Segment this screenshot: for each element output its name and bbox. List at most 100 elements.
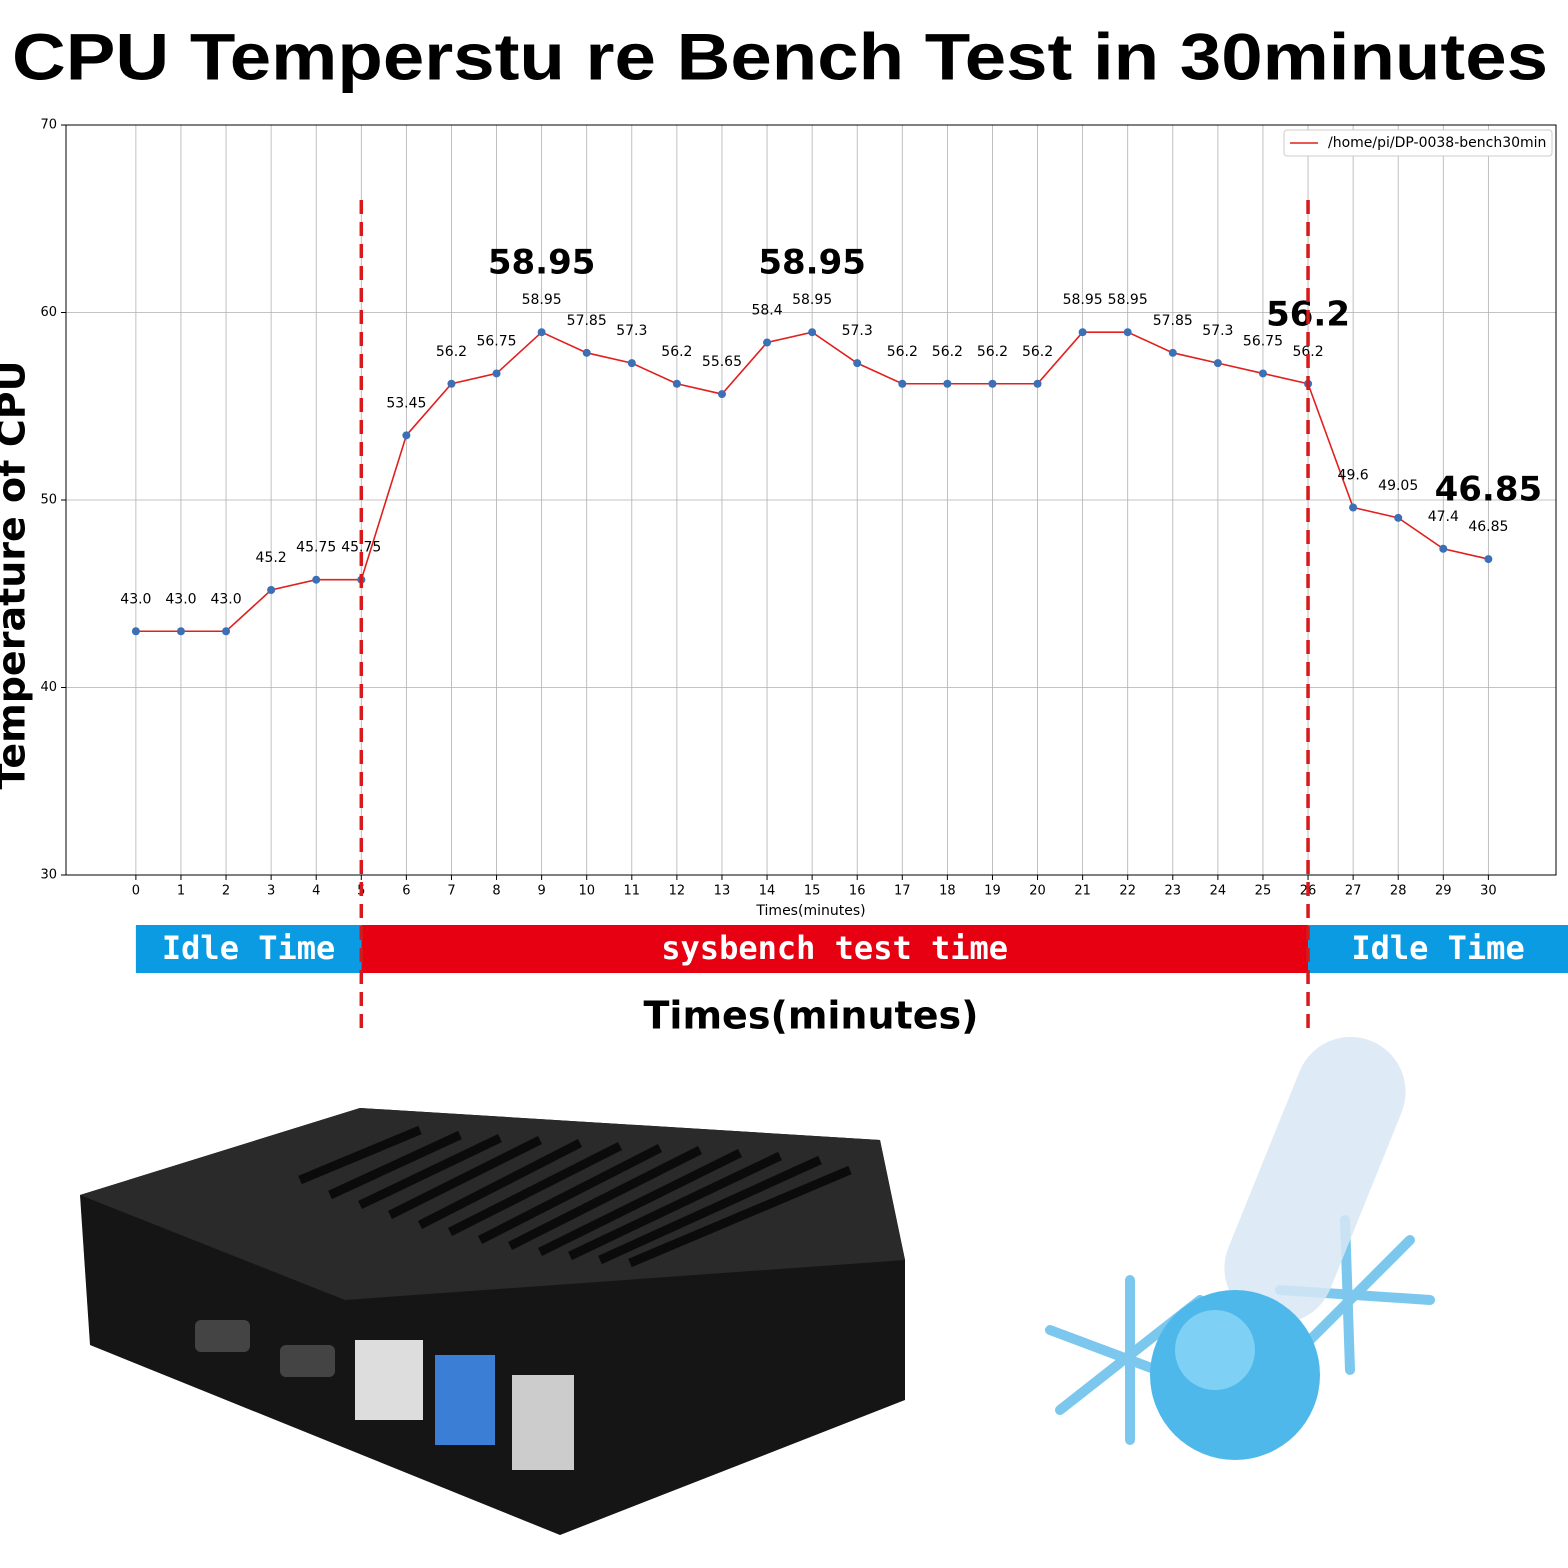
x-tick-label: 4: [312, 884, 320, 899]
data-label: 57.3: [616, 323, 647, 339]
data-label: 57.3: [1202, 323, 1233, 339]
data-point: [988, 379, 997, 388]
legend-label: /home/pi/DP-0038-bench30min: [1328, 135, 1546, 151]
data-point: [537, 328, 546, 337]
x-tick-label: 24: [1210, 884, 1227, 899]
annotation: 58.95: [758, 243, 866, 283]
data-point: [627, 359, 636, 368]
data-label: 55.65: [702, 354, 742, 370]
data-point: [763, 338, 772, 347]
data-point: [1439, 544, 1448, 553]
x-tick-label: 18: [939, 884, 956, 899]
data-label: 57.85: [567, 313, 607, 329]
y-tick-label: 40: [40, 680, 57, 695]
data-label: 43.0: [165, 591, 196, 607]
data-label: 57.3: [842, 323, 873, 339]
phase-band: [135, 925, 362, 973]
data-point: [1258, 369, 1267, 378]
plot-frame: [65, 124, 1557, 876]
data-label: 56.75: [1243, 333, 1283, 349]
data-point: [898, 379, 907, 388]
data-label: 57.85: [1153, 313, 1193, 329]
phase-label: Idle Time: [162, 929, 335, 967]
phase-label: sysbench test time: [661, 929, 1008, 967]
data-label: 43.0: [120, 591, 151, 607]
x-tick-label: 28: [1390, 884, 1407, 899]
data-label: 58.95: [792, 292, 832, 308]
x-tick-label: 17: [894, 884, 911, 899]
data-label: 47.4: [1428, 509, 1459, 525]
data-point: [1394, 513, 1403, 522]
x-tick-label: 3: [267, 884, 275, 899]
x-tick-label: 23: [1165, 884, 1182, 899]
y-axis-label: Temperature of CPU: [0, 360, 34, 789]
data-point: [1123, 328, 1132, 337]
data-point: [1213, 359, 1222, 368]
x-tick-label: 27: [1345, 884, 1362, 899]
data-label: 56.2: [1292, 344, 1323, 360]
data-point: [1484, 555, 1493, 564]
data-point: [1078, 328, 1087, 337]
y-tick-label: 50: [40, 493, 57, 508]
data-point: [447, 379, 456, 388]
data-point: [853, 359, 862, 368]
data-label: 43.0: [210, 591, 241, 607]
data-point: [943, 379, 952, 388]
data-point: [808, 328, 817, 337]
data-label: 45.2: [256, 550, 287, 566]
data-label: 53.45: [386, 395, 426, 411]
data-point: [1033, 379, 1042, 388]
data-label: 58.95: [1063, 292, 1103, 308]
data-point: [402, 431, 411, 440]
data-label: 58.95: [522, 292, 562, 308]
legend-box: [1283, 129, 1553, 157]
x-axis-label-large: Times(minutes): [644, 994, 979, 1038]
annotation: 46.85: [1435, 470, 1543, 510]
data-label: 45.75: [296, 540, 336, 556]
data-point: [312, 575, 321, 584]
x-tick-label: 14: [759, 884, 776, 899]
x-tick-label: 9: [537, 884, 545, 899]
y-tick-label: 30: [40, 868, 57, 883]
x-tick-label: 25: [1255, 884, 1272, 899]
data-label: 56.2: [1022, 344, 1053, 360]
annotation: 58.95: [488, 243, 596, 283]
y-tick-label: 60: [40, 305, 57, 320]
data-label: 45.75: [341, 540, 381, 556]
data-point: [267, 586, 276, 594]
data-point: [176, 627, 185, 636]
x-tick-label: 7: [447, 884, 455, 899]
data-label: 58.4: [751, 303, 782, 319]
phase-label: Idle Time: [1351, 929, 1524, 967]
x-tick-label: 6: [402, 884, 410, 899]
x-tick-label: 1: [177, 884, 185, 899]
data-point: [672, 379, 681, 388]
data-label: 56.2: [932, 344, 963, 360]
phase-band: [361, 925, 1309, 973]
data-label: 56.2: [977, 344, 1008, 360]
x-tick-label: 20: [1029, 884, 1046, 899]
x-tick-label: 19: [984, 884, 1001, 899]
x-tick-label: 12: [669, 884, 686, 899]
x-tick-label: 8: [492, 884, 500, 899]
data-point: [131, 627, 140, 636]
x-tick-label: 0: [132, 884, 140, 899]
device-illustration: [80, 1108, 905, 1535]
data-point: [717, 390, 726, 399]
data-point: [1349, 503, 1358, 512]
data-point: [492, 369, 501, 378]
x-tick-label: 15: [804, 884, 821, 899]
data-label: 56.2: [887, 344, 918, 360]
x-tick-label: 11: [624, 884, 641, 899]
x-tick-label: 21: [1074, 884, 1091, 899]
chart-title: CPU Temperstu re Bench Test in 30minutes: [12, 19, 1548, 93]
x-tick-label: 13: [714, 884, 731, 899]
x-tick-label: 16: [849, 884, 866, 899]
thermometer-illustration: [1045, 1036, 1435, 1460]
data-label: 46.85: [1468, 519, 1508, 535]
data-point: [222, 627, 231, 636]
x-tick-label: 30: [1480, 884, 1497, 899]
data-label: 49.05: [1378, 478, 1418, 494]
